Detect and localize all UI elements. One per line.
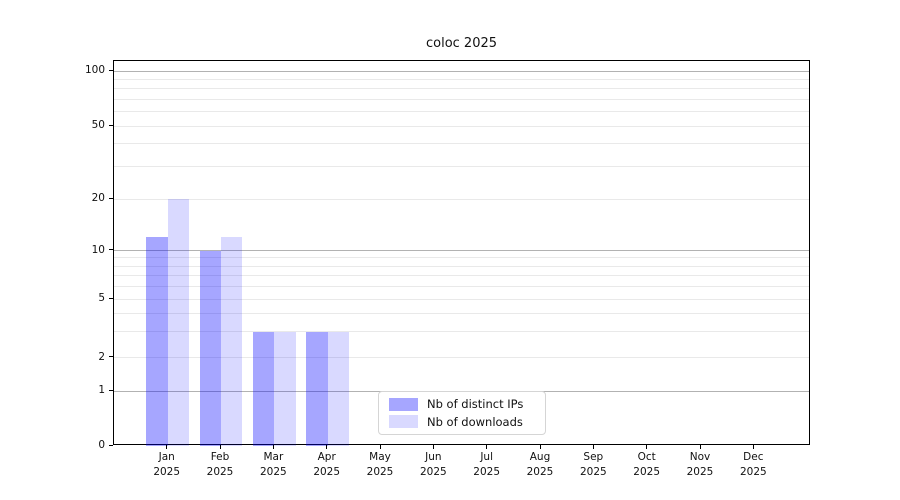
x-tick-label: Nov 2025 (686, 451, 714, 478)
x-tick-label: May 2025 (366, 451, 394, 478)
y-tick-mark (109, 389, 113, 391)
x-tick-label: Dec 2025 (739, 451, 767, 478)
chart-title: coloc 2025 (425, 36, 498, 51)
y-gridline-minor (114, 285, 809, 287)
legend: Nb of distinct IPs Nb of downloads (378, 391, 546, 435)
y-gridline-minor (114, 125, 809, 127)
x-tick-label: Mar 2025 (259, 451, 287, 478)
bar-distinct-ips (146, 236, 168, 446)
y-gridline-major (114, 70, 809, 72)
x-tick-mark (272, 445, 274, 449)
x-tick-label: Jul 2025 (473, 451, 501, 478)
y-gridline-minor (114, 313, 809, 315)
y-tick-mark (109, 356, 113, 358)
y-tick-mark (109, 197, 113, 199)
x-tick-label: Oct 2025 (633, 451, 661, 478)
legend-item-downloads: Nb of downloads (389, 415, 535, 429)
bar-downloads (327, 331, 349, 446)
y-gridline-minor (114, 88, 809, 90)
x-tick-label: Jan 2025 (153, 451, 181, 478)
x-tick-mark (219, 445, 221, 449)
y-gridline-minor (114, 166, 809, 168)
y-gridline-minor (114, 78, 809, 80)
y-gridline-minor (114, 265, 809, 267)
x-tick-mark (646, 445, 648, 449)
bar-distinct-ips (306, 331, 328, 446)
y-gridline-minor (114, 298, 809, 300)
y-tick-label: 100 (84, 64, 105, 76)
x-tick-mark (326, 445, 328, 449)
y-tick-mark (109, 69, 113, 71)
legend-swatch-downloads (389, 415, 418, 429)
y-gridline-major (114, 250, 809, 251)
bar-downloads (167, 199, 189, 446)
x-tick-mark (379, 445, 381, 449)
y-gridline-minor (114, 143, 809, 145)
y-gridline-minor (114, 111, 809, 113)
legend-swatch-distinct-ips (389, 397, 418, 411)
x-tick-mark (592, 445, 594, 449)
y-tick-label: 1 (98, 384, 105, 396)
x-tick-mark (539, 445, 541, 449)
x-tick-mark (166, 445, 168, 449)
y-gridline-minor (114, 98, 809, 100)
bar-downloads (221, 236, 243, 446)
legend-item-distinct-ips: Nb of distinct IPs (389, 397, 535, 411)
y-tick-label: 50 (91, 119, 105, 131)
y-tick-mark (109, 297, 113, 299)
x-tick-label: Aug 2025 (526, 451, 554, 478)
y-gridline-minor (114, 257, 809, 259)
x-tick-mark (699, 445, 701, 449)
legend-label-downloads: Nb of downloads (427, 414, 523, 429)
y-gridline-minor (114, 357, 809, 359)
y-tick-label: 0 (98, 439, 105, 451)
y-tick-label: 2 (98, 350, 105, 363)
plot-area (113, 60, 810, 446)
x-tick-label: Feb 2025 (206, 451, 234, 478)
x-tick-label: Jun 2025 (419, 451, 447, 478)
y-tick-label: 10 (91, 243, 105, 256)
y-tick-mark (109, 249, 113, 250)
y-tick-mark (109, 124, 113, 126)
x-tick-mark (432, 445, 434, 449)
bar-distinct-ips (199, 250, 222, 446)
x-tick-label: Apr 2025 (313, 451, 341, 478)
x-tick-mark (486, 445, 488, 449)
y-tick-label: 5 (98, 292, 105, 305)
y-gridline-minor (114, 198, 809, 200)
x-tick-label: Sep 2025 (579, 451, 607, 478)
y-gridline-minor (114, 275, 809, 277)
bar-distinct-ips (253, 331, 275, 446)
x-tick-mark (752, 445, 754, 449)
legend-label-distinct-ips: Nb of distinct IPs (427, 397, 524, 412)
y-gridline-minor (114, 331, 809, 333)
y-tick-mark (109, 444, 113, 446)
y-tick-label: 20 (91, 192, 105, 204)
bar-downloads (274, 331, 296, 446)
